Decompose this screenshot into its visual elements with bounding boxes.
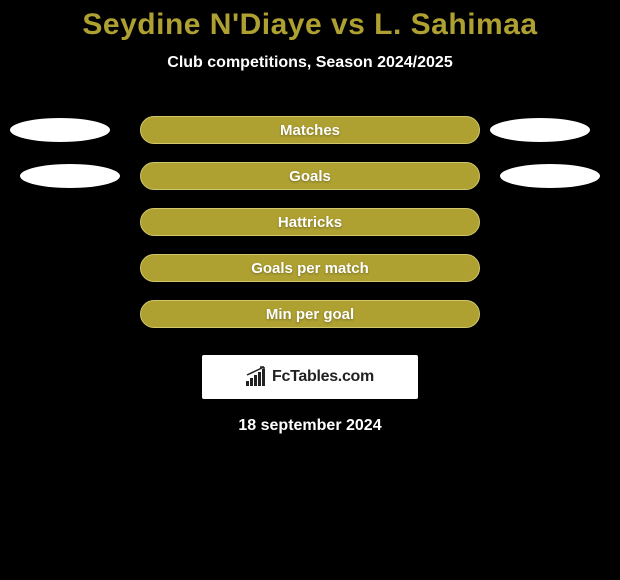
left-value-bubble [20, 164, 120, 188]
date-label: 18 september 2024 [0, 417, 620, 435]
arrow-icon [246, 366, 268, 376]
metric-label: Hattricks [278, 214, 342, 231]
logo-text: FcTables.com [272, 368, 374, 386]
metric-bar: Hattricks [140, 208, 480, 236]
page-title: Seydine N'Diaye vs L. Sahimaa [0, 0, 620, 42]
metric-bar: Matches [140, 116, 480, 144]
metric-bar: Min per goal [140, 300, 480, 328]
comparison-row: Matches [0, 107, 620, 153]
logo-box: FcTables.com [202, 355, 418, 399]
subtitle: Club competitions, Season 2024/2025 [0, 54, 620, 72]
comparison-row: Goals per match [0, 245, 620, 291]
bar-chart-icon [246, 368, 268, 386]
right-value-bubble [490, 118, 590, 142]
metric-label: Min per goal [266, 306, 354, 323]
metric-label: Goals per match [251, 260, 369, 277]
left-value-bubble [10, 118, 110, 142]
right-value-bubble [500, 164, 600, 188]
logo: FcTables.com [246, 368, 374, 386]
comparison-row: Hattricks [0, 199, 620, 245]
metric-bar: Goals [140, 162, 480, 190]
metric-bar: Goals per match [140, 254, 480, 282]
comparison-row: Min per goal [0, 291, 620, 337]
comparison-rows: Matches Goals Hattricks Goals per match Min … [0, 107, 620, 337]
comparison-row: Goals [0, 153, 620, 199]
metric-label: Goals [289, 168, 331, 185]
metric-label: Matches [280, 122, 340, 139]
